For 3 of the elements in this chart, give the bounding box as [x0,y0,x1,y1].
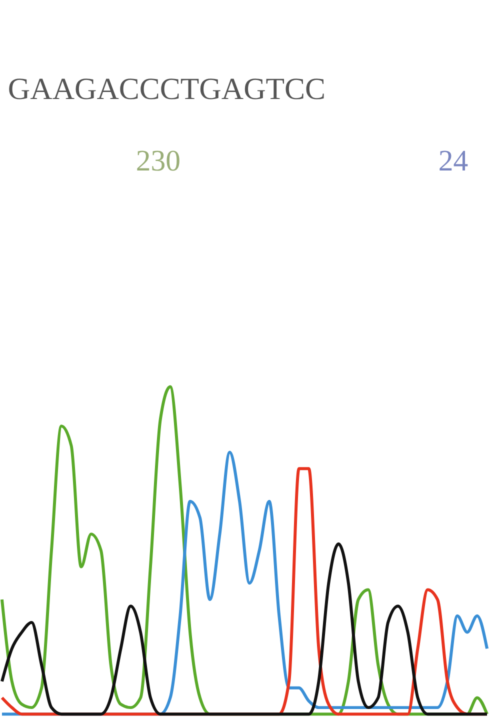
text: GAAGACCCTGAGTCC [8,72,326,106]
text: 24 [438,144,468,178]
text: 230 [136,144,181,178]
